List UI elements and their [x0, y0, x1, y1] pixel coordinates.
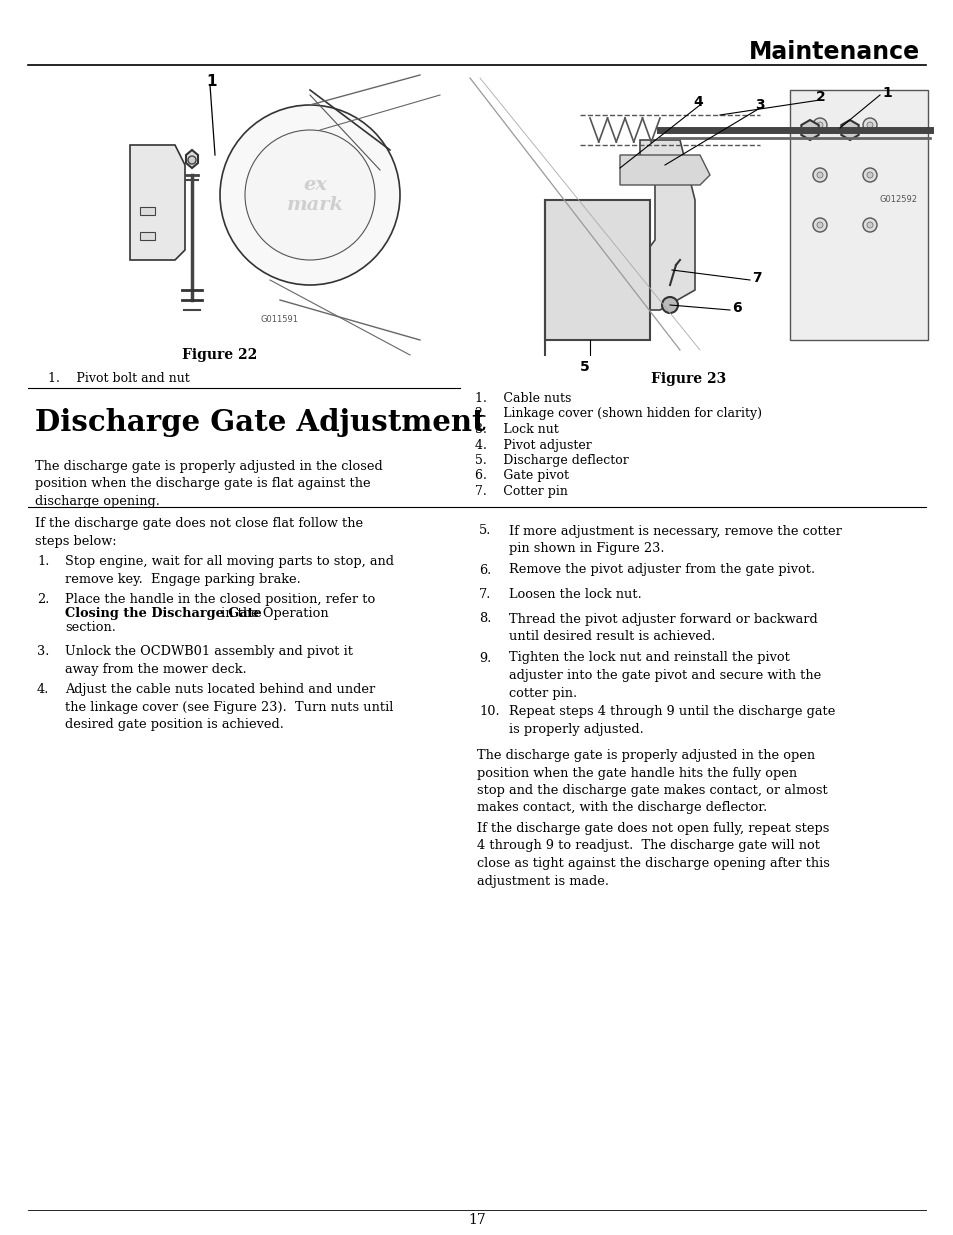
Text: If more adjustment is necessary, remove the cotter
pin shown in Figure 23.: If more adjustment is necessary, remove …	[509, 525, 841, 555]
Circle shape	[812, 219, 826, 232]
Text: Closing the Discharge Gate: Closing the Discharge Gate	[65, 606, 261, 620]
Text: 1.  Pivot bolt and nut: 1. Pivot bolt and nut	[48, 372, 190, 385]
Circle shape	[862, 168, 876, 182]
Polygon shape	[186, 149, 198, 168]
Text: Discharge Gate Adjustment: Discharge Gate Adjustment	[35, 408, 485, 437]
Circle shape	[661, 296, 678, 312]
Text: Adjust the cable nuts located behind and under
the linkage cover (see Figure 23): Adjust the cable nuts located behind and…	[65, 683, 393, 731]
Text: 2.  Linkage cover (shown hidden for clarity): 2. Linkage cover (shown hidden for clari…	[475, 408, 761, 420]
Text: 6.  Gate pivot: 6. Gate pivot	[475, 469, 568, 483]
Text: 3: 3	[754, 98, 763, 112]
FancyBboxPatch shape	[55, 90, 365, 330]
Text: 6: 6	[731, 301, 740, 315]
Text: 7.: 7.	[478, 588, 491, 601]
Text: Figure 23: Figure 23	[651, 372, 726, 387]
Text: in the Operation: in the Operation	[216, 606, 328, 620]
Text: G012592: G012592	[879, 195, 917, 205]
Text: Figure 22: Figure 22	[182, 348, 257, 362]
Text: 8.: 8.	[478, 613, 491, 625]
Text: Place the handle in the closed position, refer to: Place the handle in the closed position,…	[65, 593, 375, 606]
Text: 7: 7	[751, 270, 760, 285]
Text: 2.: 2.	[37, 593, 50, 606]
Text: 4: 4	[692, 95, 702, 109]
Text: 3.: 3.	[37, 645, 50, 658]
Polygon shape	[544, 200, 649, 340]
Circle shape	[812, 119, 826, 132]
Text: The discharge gate is properly adjusted in the open
position when the gate handl: The discharge gate is properly adjusted …	[476, 748, 827, 815]
Circle shape	[245, 130, 375, 261]
Text: 17: 17	[468, 1213, 485, 1228]
Polygon shape	[789, 90, 927, 340]
Text: Maintenance: Maintenance	[748, 40, 919, 64]
Text: Repeat steps 4 through 9 until the discharge gate
is properly adjusted.: Repeat steps 4 through 9 until the disch…	[509, 705, 835, 736]
Text: section.: section.	[65, 621, 115, 634]
Text: 7.  Cotter pin: 7. Cotter pin	[475, 485, 567, 498]
Text: 10.: 10.	[478, 705, 499, 718]
Text: ex
mark: ex mark	[286, 175, 343, 215]
Circle shape	[866, 172, 872, 178]
Text: If the discharge gate does not open fully, repeat steps
4 through 9 to readjust.: If the discharge gate does not open full…	[476, 823, 829, 888]
Text: 1.: 1.	[37, 555, 50, 568]
Circle shape	[188, 156, 195, 164]
Circle shape	[866, 122, 872, 128]
Text: 1: 1	[882, 86, 891, 100]
Text: Tighten the lock nut and reinstall the pivot
adjuster into the gate pivot and se: Tighten the lock nut and reinstall the p…	[509, 652, 821, 699]
Circle shape	[862, 119, 876, 132]
Polygon shape	[130, 144, 185, 261]
Text: Thread the pivot adjuster forward or backward
until desired result is achieved.: Thread the pivot adjuster forward or bac…	[509, 613, 817, 643]
Circle shape	[816, 172, 822, 178]
Text: 2: 2	[815, 90, 825, 104]
Circle shape	[816, 122, 822, 128]
Text: 6.: 6.	[478, 563, 491, 577]
Text: 1.  Cable nuts: 1. Cable nuts	[475, 391, 571, 405]
Text: Remove the pivot adjuster from the gate pivot.: Remove the pivot adjuster from the gate …	[509, 563, 814, 577]
Circle shape	[866, 222, 872, 228]
Text: 4.  Pivot adjuster: 4. Pivot adjuster	[475, 438, 591, 452]
Circle shape	[862, 219, 876, 232]
Text: 3.  Lock nut: 3. Lock nut	[475, 424, 558, 436]
Text: 5.  Discharge deflector: 5. Discharge deflector	[475, 454, 628, 467]
Polygon shape	[619, 156, 709, 185]
FancyBboxPatch shape	[140, 207, 154, 215]
Text: 9.: 9.	[478, 652, 491, 664]
Circle shape	[816, 222, 822, 228]
Text: G011591: G011591	[261, 315, 298, 325]
Text: Unlock the OCDWB01 assembly and pivot it
away from the mower deck.: Unlock the OCDWB01 assembly and pivot it…	[65, 645, 353, 676]
FancyBboxPatch shape	[140, 232, 154, 240]
Text: 1: 1	[207, 74, 217, 89]
Text: 5: 5	[579, 359, 589, 374]
Text: The discharge gate is properly adjusted in the closed
position when the discharg: The discharge gate is properly adjusted …	[35, 459, 382, 508]
Text: If the discharge gate does not close flat follow the
steps below:: If the discharge gate does not close fla…	[35, 517, 363, 547]
Circle shape	[220, 105, 399, 285]
Polygon shape	[639, 140, 695, 310]
Circle shape	[812, 168, 826, 182]
Text: Stop engine, wait for all moving parts to stop, and
remove key.  Engage parking : Stop engine, wait for all moving parts t…	[65, 555, 394, 585]
Text: 4.: 4.	[37, 683, 50, 697]
Text: Loosen the lock nut.: Loosen the lock nut.	[509, 588, 641, 601]
Text: 5.: 5.	[478, 525, 491, 537]
